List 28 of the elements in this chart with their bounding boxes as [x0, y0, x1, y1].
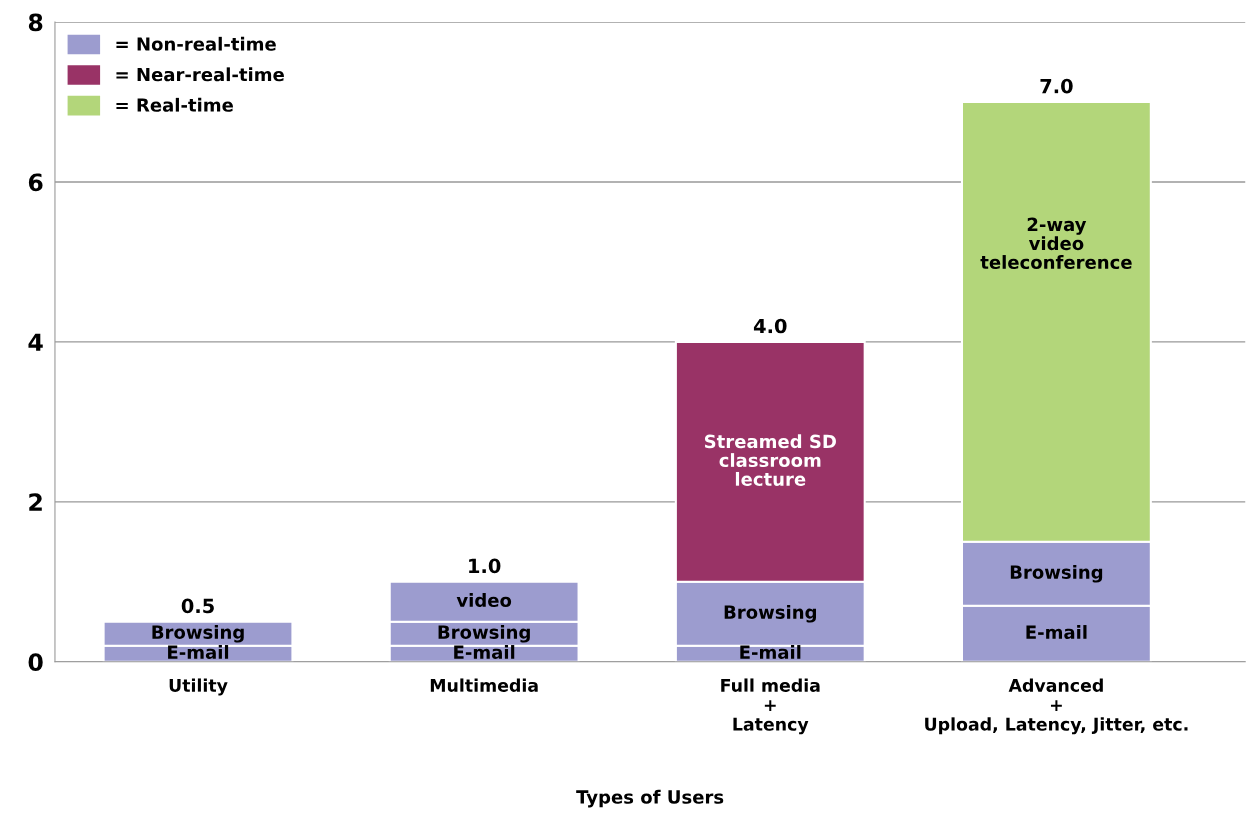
- series-label: 2-way video teleconference: [980, 217, 1132, 270]
- text: E-mail: [1026, 625, 1087, 640]
- text: E-mail: [454, 645, 515, 660]
- series-label: Browsing: [152, 624, 244, 643]
- legend-label: = Near-real-time: [116, 67, 284, 82]
- x-tick-label: Advanced + Upload, Latency, Jitter, etc.: [925, 678, 1188, 735]
- y-tick-label: 0: [28, 653, 43, 672]
- series-label: E-mail: [168, 645, 229, 660]
- x-tick-label: Multimedia: [430, 678, 538, 692]
- text: Browsing: [1010, 565, 1103, 583]
- series-label: video: [456, 593, 512, 608]
- total-label: 4.0: [753, 318, 787, 334]
- text: Browsing: [438, 624, 530, 643]
- y-tick-label: 8: [28, 13, 43, 32]
- x-tick-label: Utility: [169, 678, 228, 696]
- total-label: 7.0: [1040, 78, 1073, 94]
- legend-label: = Real-time: [116, 97, 233, 112]
- text: E-mail: [740, 645, 801, 660]
- y-tick-label: 4: [28, 333, 43, 351]
- total-label: 1.0: [469, 558, 501, 574]
- total-label: 0.5: [181, 598, 214, 614]
- legend-label: = Non-real-time: [116, 36, 276, 51]
- y-tick-label: 2: [29, 493, 42, 511]
- text: Browsing: [724, 604, 816, 623]
- x-tick-label: Full media + Latency: [721, 678, 820, 735]
- series-label: Streamed SD classroom lecture: [704, 434, 836, 486]
- x-axis-title: Types of Users: [576, 789, 724, 808]
- y-tick-label: 6: [28, 173, 43, 192]
